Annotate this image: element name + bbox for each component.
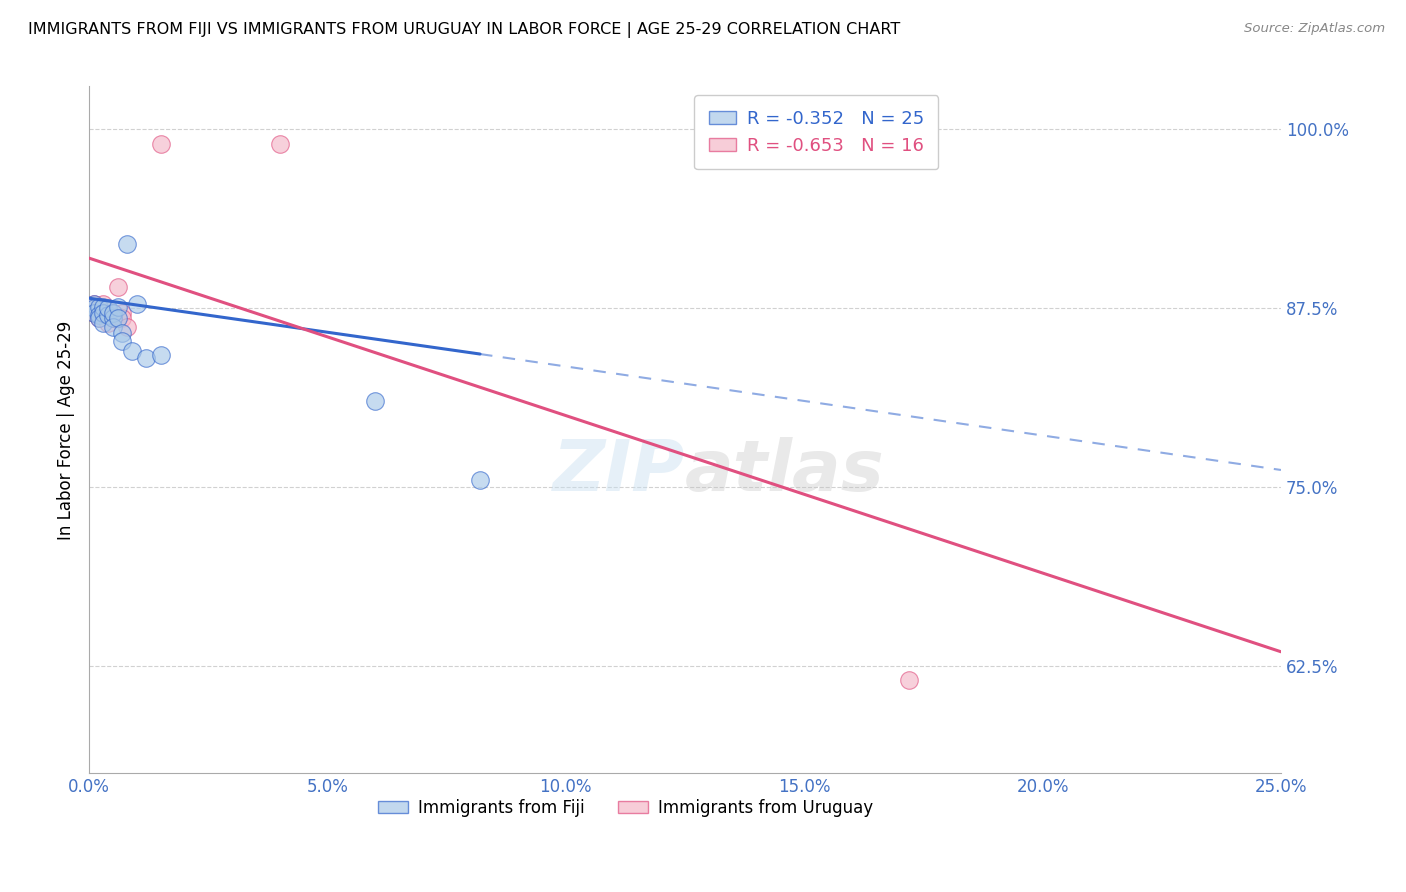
Point xyxy=(149,349,172,363)
Point xyxy=(149,136,172,151)
Point xyxy=(269,136,291,151)
Point xyxy=(93,305,115,319)
Point xyxy=(93,305,115,319)
Point xyxy=(83,301,105,316)
Point xyxy=(121,344,143,359)
Point xyxy=(83,305,105,319)
Point xyxy=(87,311,110,326)
Point xyxy=(87,300,110,314)
Point xyxy=(97,309,120,323)
Point xyxy=(898,673,921,688)
Point xyxy=(101,305,124,319)
Text: Source: ZipAtlas.com: Source: ZipAtlas.com xyxy=(1244,22,1385,36)
Point xyxy=(111,326,134,340)
Point xyxy=(111,334,134,348)
Legend: Immigrants from Fiji, Immigrants from Uruguay: Immigrants from Fiji, Immigrants from Ur… xyxy=(371,792,880,823)
Point xyxy=(83,297,105,311)
Point xyxy=(135,351,157,366)
Y-axis label: In Labor Force | Age 25-29: In Labor Force | Age 25-29 xyxy=(58,320,75,540)
Point xyxy=(364,394,387,409)
Point xyxy=(101,311,124,326)
Point xyxy=(93,316,115,330)
Text: IMMIGRANTS FROM FIJI VS IMMIGRANTS FROM URUGUAY IN LABOR FORCE | AGE 25-29 CORRE: IMMIGRANTS FROM FIJI VS IMMIGRANTS FROM … xyxy=(28,22,900,38)
Point xyxy=(107,279,129,293)
Point xyxy=(87,309,110,323)
Point xyxy=(97,301,120,316)
Point xyxy=(101,319,124,334)
Point xyxy=(115,319,138,334)
Point xyxy=(87,311,110,326)
Point xyxy=(93,300,115,314)
Point xyxy=(87,301,110,316)
Point xyxy=(107,311,129,326)
Text: atlas: atlas xyxy=(685,436,884,506)
Point xyxy=(101,311,124,326)
Point xyxy=(125,297,148,311)
Point xyxy=(107,300,129,314)
Point xyxy=(93,297,115,311)
Point xyxy=(97,316,120,330)
Point xyxy=(111,305,134,319)
Point xyxy=(83,297,105,311)
Point xyxy=(115,236,138,251)
Point xyxy=(468,473,491,487)
Point xyxy=(83,305,105,319)
Text: ZIP: ZIP xyxy=(553,436,685,506)
Point xyxy=(111,311,134,326)
Point xyxy=(101,305,124,319)
